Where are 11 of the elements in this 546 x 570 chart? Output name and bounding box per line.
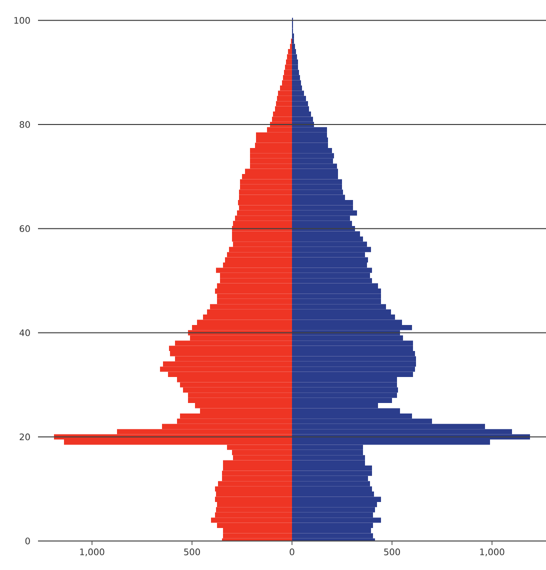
x-tick-label: 500 (184, 548, 200, 556)
x-tick-label: 0 (289, 548, 294, 556)
y-tick-label: 0 (25, 538, 30, 544)
x-tick-label: 500 (384, 548, 400, 556)
x-tick-label: 1,000 (480, 548, 504, 556)
y-tick-label: 20 (19, 433, 30, 440)
y-tick-label: 80 (19, 121, 30, 128)
x-tick-label: 1,000 (80, 548, 104, 556)
y-tick-label: 60 (19, 225, 30, 232)
y-tick-label: 40 (19, 329, 30, 336)
y-tick-label: 100 (14, 17, 30, 24)
